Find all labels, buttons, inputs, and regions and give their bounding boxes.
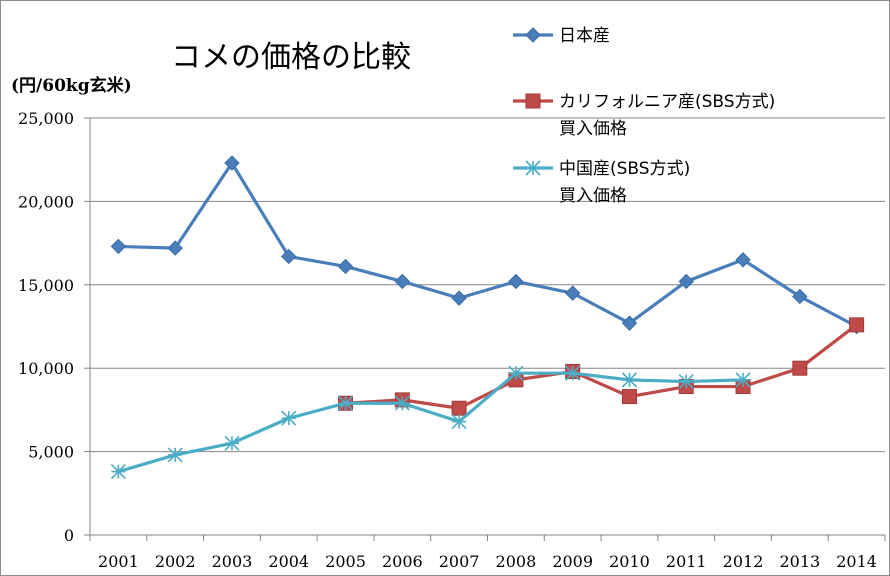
x-tick-label: 2003 bbox=[212, 552, 253, 571]
data-point-marker bbox=[621, 315, 638, 331]
data-point-marker bbox=[337, 395, 354, 411]
legend-label: 買入価格 bbox=[559, 186, 627, 206]
data-point-marker bbox=[678, 373, 694, 390]
x-tick-label: 2002 bbox=[155, 552, 196, 571]
data-point-marker bbox=[281, 248, 297, 265]
data-point-marker bbox=[451, 290, 467, 306]
x-tick-label: 2004 bbox=[268, 552, 309, 571]
series-3 bbox=[110, 365, 751, 480]
legend-label: 日本産 bbox=[559, 26, 610, 46]
legend-item-3: 中国産(SBS方式) 買入価格 bbox=[513, 159, 690, 206]
y-tick-label: 25,000 bbox=[18, 109, 74, 128]
data-point-marker bbox=[167, 240, 183, 256]
y-tick-label: 0 bbox=[64, 526, 74, 545]
chart-title: コメの価格の比較 bbox=[171, 40, 411, 75]
y-axis-unit-label: (円/60kg玄米) bbox=[11, 75, 132, 96]
x-tick-label: 2013 bbox=[779, 552, 820, 571]
series-line bbox=[118, 161, 858, 328]
data-point-marker bbox=[525, 160, 541, 176]
x-tick-label: 2009 bbox=[552, 552, 593, 571]
data-point-marker bbox=[525, 93, 541, 109]
gridlines bbox=[90, 117, 885, 453]
legend-item-2: カリフォルニア産(SBS方式) 買入価格 bbox=[513, 92, 775, 139]
data-point-marker bbox=[525, 27, 541, 43]
x-tick-label: 2006 bbox=[382, 552, 423, 571]
data-point-marker bbox=[167, 447, 183, 463]
x-tick-label: 2012 bbox=[723, 552, 764, 571]
y-tick-label: 20,000 bbox=[18, 192, 74, 211]
data-point-marker bbox=[621, 389, 637, 405]
series-layer bbox=[110, 155, 865, 480]
data-point-marker bbox=[451, 400, 467, 416]
data-point-marker bbox=[678, 273, 694, 290]
data-point-marker bbox=[110, 238, 127, 255]
x-tick-label: 2007 bbox=[439, 552, 480, 571]
data-point-marker bbox=[564, 285, 581, 301]
data-point-marker bbox=[281, 410, 297, 426]
series-1 bbox=[110, 155, 865, 335]
y-tick-label: 15,000 bbox=[18, 276, 74, 295]
data-point-marker bbox=[508, 273, 524, 290]
legend-item-1: 日本産 bbox=[513, 26, 610, 46]
data-point-marker bbox=[337, 258, 354, 275]
data-point-marker bbox=[110, 464, 126, 480]
x-tick-label: 2011 bbox=[666, 552, 707, 571]
data-point-marker bbox=[735, 372, 751, 388]
data-point-marker bbox=[394, 273, 411, 290]
data-point-marker bbox=[849, 317, 865, 333]
series-line bbox=[345, 323, 858, 410]
series-2 bbox=[338, 317, 865, 416]
series-line bbox=[117, 371, 744, 474]
legend-label: 中国産(SBS方式) bbox=[559, 159, 690, 179]
data-point-marker bbox=[565, 365, 581, 381]
axes: 0 5,000 10,000 15,000 20,000 25,000 2001 2002 20… bbox=[18, 109, 886, 571]
data-point-marker bbox=[792, 360, 808, 376]
data-point-marker bbox=[621, 372, 638, 388]
y-tick-label: 10,000 bbox=[18, 359, 74, 378]
data-point-marker bbox=[224, 435, 240, 451]
legend-label: 買入価格 bbox=[559, 119, 627, 139]
data-point-marker bbox=[735, 252, 751, 268]
data-point-marker bbox=[451, 414, 467, 430]
x-tick-label: 2008 bbox=[496, 552, 537, 571]
x-tick-label: 2014 bbox=[836, 552, 877, 571]
data-point-marker bbox=[792, 288, 808, 305]
x-tick-label: 2005 bbox=[325, 552, 366, 571]
data-point-marker bbox=[394, 395, 410, 411]
y-tick-label: 5,000 bbox=[28, 443, 74, 462]
legend-label: カリフォルニア産(SBS方式) bbox=[559, 92, 775, 112]
x-tick-label: 2001 bbox=[98, 552, 139, 571]
data-point-marker bbox=[508, 365, 524, 381]
x-tick-label: 2010 bbox=[609, 552, 650, 571]
data-point-marker bbox=[224, 155, 240, 171]
